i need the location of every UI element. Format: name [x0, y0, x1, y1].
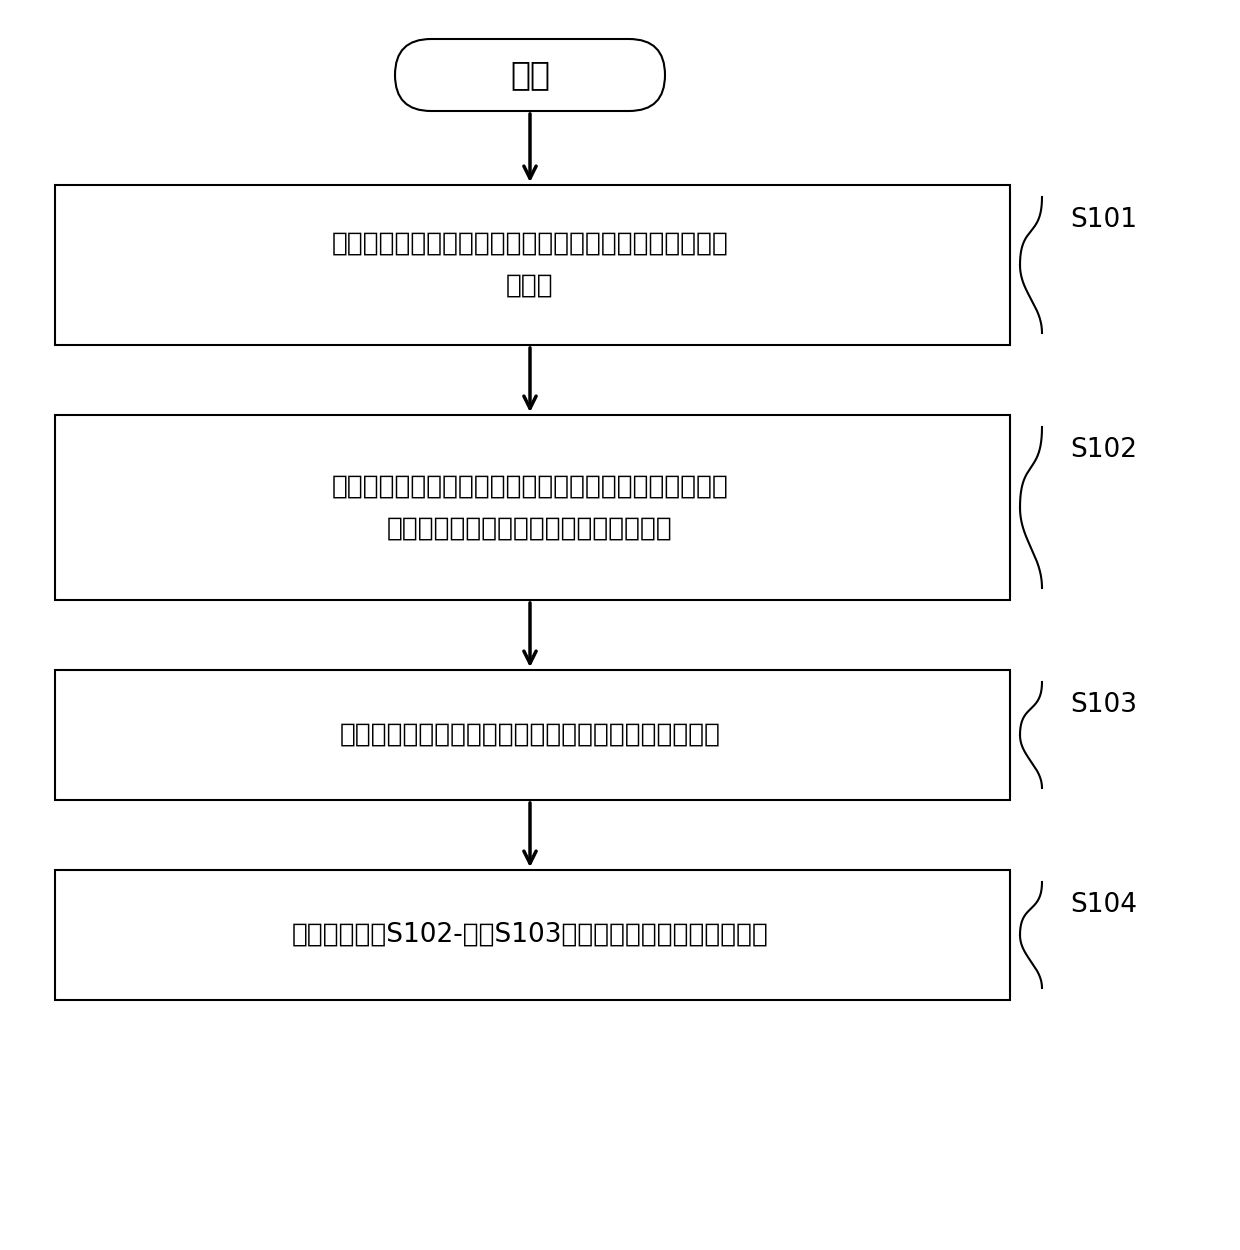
- Text: 在输入法面板设置模式下，显示输入法面板的至少一个接
键布局: 在输入法面板设置模式下，显示输入法面板的至少一个接 键布局: [331, 231, 728, 299]
- Text: S104: S104: [1070, 892, 1137, 918]
- Bar: [55, 870, 1011, 1000]
- Bar: [55, 185, 1011, 345]
- Text: S102: S102: [1070, 438, 1137, 462]
- Text: 根据用户对按键属性的选择，为所述按键赋予新的属性: 根据用户对按键属性的选择，为所述按键赋予新的属性: [340, 722, 720, 748]
- Text: 多次执行步骤S102-步骤S103，直至所有按键全部设置完毕: 多次执行步骤S102-步骤S103，直至所有按键全部设置完毕: [291, 922, 769, 948]
- FancyBboxPatch shape: [396, 39, 665, 111]
- Bar: [55, 670, 1011, 800]
- Text: S103: S103: [1070, 693, 1137, 718]
- Text: S101: S101: [1070, 208, 1137, 232]
- Bar: [55, 415, 1011, 600]
- Text: 开始: 开始: [510, 59, 551, 91]
- Text: 响应于用户对选定的按键布局中至少一个按键的特定手势
选择，在所述按键周围显示待选按键属性: 响应于用户对选定的按键布局中至少一个按键的特定手势 选择，在所述按键周围显示待选…: [331, 474, 728, 541]
